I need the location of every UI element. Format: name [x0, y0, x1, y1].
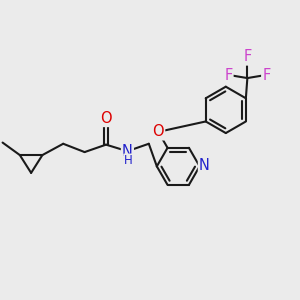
Text: F: F: [224, 68, 232, 83]
Text: O: O: [152, 124, 164, 140]
Text: O: O: [100, 111, 112, 126]
Text: H: H: [124, 154, 133, 167]
Text: N: N: [199, 158, 210, 173]
Text: N: N: [122, 144, 133, 159]
Text: F: F: [243, 50, 251, 64]
Text: F: F: [262, 68, 271, 83]
